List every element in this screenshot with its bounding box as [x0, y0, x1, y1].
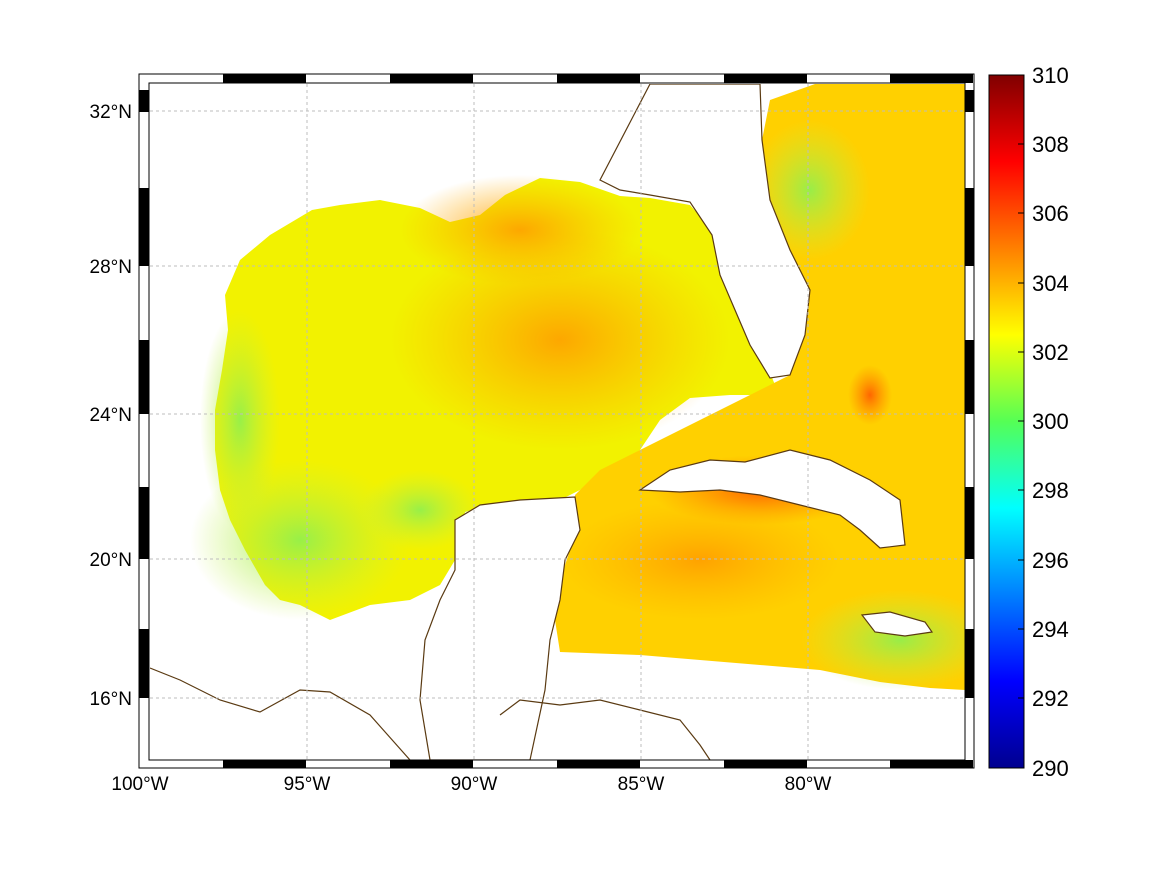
lon-tick-label: 85°W [618, 774, 665, 795]
lon-tick-label: 80°W [785, 774, 832, 795]
cuba-land [638, 449, 906, 549]
sst-field [190, 84, 965, 690]
colorbar-label: 302 [1032, 340, 1069, 365]
frame-bar-right-4 [965, 487, 974, 559]
frame-bar-bottom-1 [223, 760, 306, 768]
mexico-pacific-coast [150, 667, 411, 760]
map-frame [138, 73, 975, 769]
colorbar-label: 308 [1032, 132, 1069, 157]
frame-bar-top-4 [724, 74, 807, 83]
colorbar-label: 294 [1032, 617, 1069, 642]
colorbar: 310 308 306 304 302 300 298 296 294 292 … [988, 63, 1069, 781]
frame-bar-right-1 [965, 90, 974, 112]
frame-outer [138, 73, 975, 769]
colorbar-label: 300 [1032, 409, 1069, 434]
lat-tick-label: 16°N [90, 689, 132, 710]
lon-axis-labels: 100°W 95°W 90°W 85°W 80°W [111, 774, 831, 795]
frame-bar-left-2 [139, 188, 149, 266]
colorbar-label: 290 [1032, 756, 1069, 781]
lat-tick-label: 28°N [90, 257, 132, 278]
campeche-cool [360, 470, 480, 550]
frame-bar-left-3 [139, 340, 149, 414]
colorbar-label: 310 [1032, 63, 1069, 88]
frame-bar-bottom-5 [890, 760, 973, 768]
jamaica-land [860, 611, 934, 637]
caribbean-warm [560, 500, 840, 620]
frame-bar-left-5 [139, 629, 149, 698]
land-masses [419, 84, 934, 760]
frame-bar-bottom-4 [724, 760, 807, 768]
frame-bar-left-1 [139, 90, 149, 112]
frame-bar-top-3 [557, 74, 640, 83]
frame-bar-top-2 [390, 74, 473, 83]
lat-tick-label: 24°N [90, 405, 132, 426]
frame-bar-right-5 [965, 629, 974, 698]
frame-bar-bottom-3 [557, 760, 640, 768]
frame-bar-left-4 [139, 487, 149, 559]
central-america-coast [499, 699, 711, 760]
frame-bar-top-1 [223, 74, 306, 83]
frame-bar-top-5 [890, 74, 973, 83]
colorbar-ticks [1018, 143, 1024, 699]
coastlines [150, 667, 711, 760]
caribbean-south-cool [800, 590, 965, 690]
yucatan-land [419, 496, 581, 760]
lat-axis-labels: 32°N 28°N 24°N 20°N 16°N [90, 102, 132, 710]
grid-lines [150, 84, 965, 760]
colorbar-label: 298 [1032, 478, 1069, 503]
florida-land [599, 84, 811, 379]
bahamas-hot-spot [848, 365, 892, 425]
colorbar-label: 304 [1032, 271, 1069, 296]
colorbar-label: 306 [1032, 201, 1069, 226]
frame-bar-right-3 [965, 340, 974, 414]
texas-shelf-cool [200, 310, 280, 530]
lon-tick-label: 95°W [284, 774, 331, 795]
lon-tick-label: 100°W [111, 774, 168, 795]
lat-tick-label: 20°N [90, 550, 132, 571]
colorbar-label: 292 [1032, 686, 1069, 711]
frame-bar-bottom-2 [390, 760, 473, 768]
frame-bar-right-2 [965, 188, 974, 266]
lat-tick-label: 32°N [90, 102, 132, 123]
colorbar-label: 296 [1032, 548, 1069, 573]
gulf-north-warm [400, 175, 640, 285]
lon-tick-label: 90°W [451, 774, 498, 795]
gulf-warm-center [390, 230, 730, 450]
